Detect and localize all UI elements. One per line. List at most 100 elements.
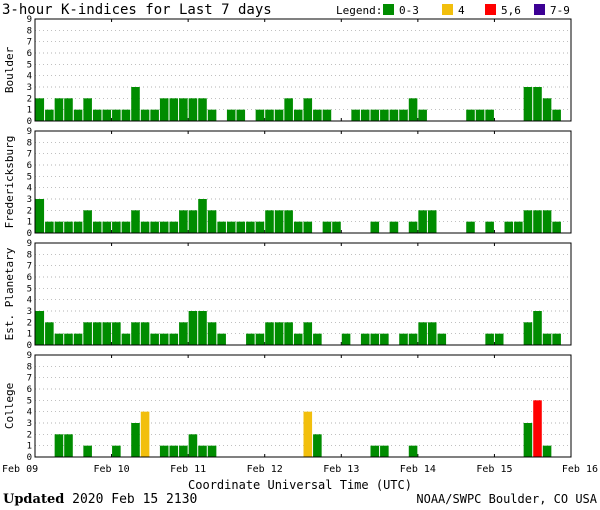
bar	[284, 322, 293, 345]
bar	[274, 210, 284, 233]
bar	[360, 333, 370, 345]
bar	[159, 445, 169, 457]
updated-time: 2020 Feb 15 2130	[64, 492, 197, 507]
x-tick-label: Feb 16	[562, 464, 598, 475]
y-tick-label: 0	[27, 117, 32, 127]
y-tick-label: 5	[27, 396, 32, 406]
bar	[45, 221, 54, 233]
bar	[313, 109, 322, 121]
x-tick-label: Feb 10	[94, 464, 130, 475]
bar	[131, 322, 140, 345]
bar	[45, 322, 54, 345]
panel-frame	[34, 242, 572, 346]
bar	[389, 109, 399, 121]
bar	[207, 322, 217, 345]
panel-frame	[34, 354, 572, 458]
bar	[475, 109, 485, 121]
bar	[159, 221, 169, 233]
bar	[140, 221, 150, 233]
y-tick-label: 4	[27, 72, 32, 82]
bar	[533, 87, 542, 121]
bar	[121, 109, 131, 121]
legend-label-5-6: 5,6	[501, 4, 521, 17]
bar	[112, 109, 121, 121]
bar	[533, 400, 542, 457]
bar	[552, 109, 561, 121]
y-tick-label: 0	[27, 341, 32, 351]
bar	[399, 109, 408, 121]
bar	[226, 221, 236, 233]
bar	[523, 322, 533, 345]
y-tick-label: 7	[27, 262, 32, 272]
bar	[102, 322, 112, 345]
y-tick-label: 3	[27, 419, 32, 429]
bar	[73, 221, 83, 233]
bar	[150, 221, 159, 233]
bar	[274, 322, 284, 345]
y-tick-label: 2	[27, 206, 32, 216]
bar	[246, 333, 255, 345]
bar	[169, 333, 179, 345]
y-tick-label: 8	[27, 138, 32, 148]
y-tick-label: 6	[27, 273, 32, 283]
y-tick-label: 8	[27, 362, 32, 372]
y-tick-label: 6	[27, 49, 32, 59]
bar	[418, 109, 427, 121]
bar	[131, 210, 140, 233]
y-tick-label: 8	[27, 250, 32, 260]
y-tick-label: 3	[27, 195, 32, 205]
bar	[293, 109, 303, 121]
x-tick-label: Feb 11	[170, 464, 206, 475]
bar	[188, 210, 198, 233]
x-axis: Feb 09 Feb 10 Feb 11 Feb 12 Feb 13 Feb 14 Feb …	[2, 464, 598, 475]
y-tick-label: 7	[27, 38, 32, 48]
bar	[265, 322, 274, 345]
bar	[552, 333, 561, 345]
bar	[45, 109, 54, 121]
bar	[514, 221, 523, 233]
bar	[217, 221, 226, 233]
y-tick-label: 3	[27, 83, 32, 93]
bar	[64, 221, 73, 233]
chart-panels: 0123456789Boulder0123456789Fredericksbur…	[3, 15, 572, 463]
bar	[293, 333, 303, 345]
bar	[542, 445, 552, 457]
bar	[523, 423, 533, 457]
bar	[207, 109, 217, 121]
bar	[284, 98, 293, 121]
bar	[112, 322, 121, 345]
y-tick-label: 9	[27, 351, 32, 361]
panel-label-fredericksburg: Fredericksburg	[3, 136, 16, 229]
legend-swatch-7-9	[534, 4, 545, 15]
bar	[73, 109, 83, 121]
x-tick-label: Feb 09	[2, 464, 38, 475]
bar	[399, 333, 408, 345]
bar	[542, 333, 552, 345]
bar	[169, 221, 179, 233]
x-tick-label: Feb 14	[400, 464, 436, 475]
bar	[293, 221, 303, 233]
bar	[54, 221, 64, 233]
bar	[265, 109, 274, 121]
bar	[370, 445, 380, 457]
bar	[360, 109, 370, 121]
y-tick-label: 4	[27, 296, 32, 306]
bar	[83, 445, 92, 457]
bar	[92, 322, 102, 345]
chart-title: 3-hour K-indices for Last 7 days	[2, 2, 272, 18]
bar	[485, 221, 494, 233]
bar	[523, 210, 533, 233]
bar	[494, 333, 504, 345]
bar	[64, 98, 73, 121]
bar	[83, 98, 92, 121]
y-tick-label: 2	[27, 94, 32, 104]
legend-label-7-9: 7-9	[550, 4, 570, 17]
bar	[341, 333, 351, 345]
bar	[313, 333, 322, 345]
panel-label-college: College	[3, 383, 16, 429]
y-tick-label: 0	[27, 229, 32, 239]
bar	[35, 311, 45, 345]
bar	[322, 221, 332, 233]
bar	[188, 98, 198, 121]
